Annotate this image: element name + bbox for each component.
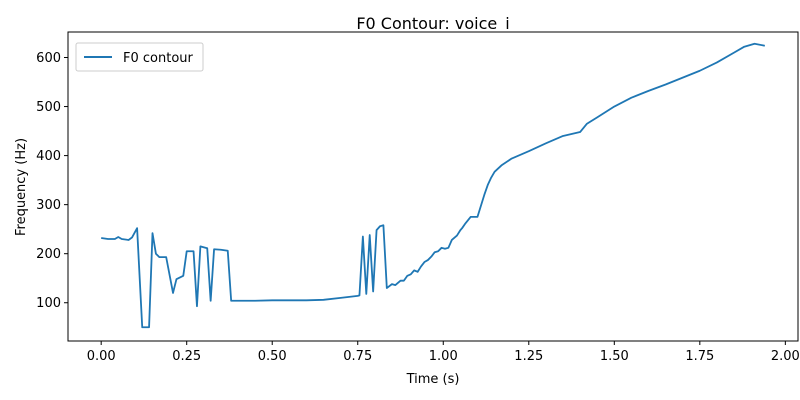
x-tick-label: 1.25: [514, 349, 543, 364]
legend-entry-label: F0 contour: [123, 51, 194, 66]
x-tick-label: 0.50: [258, 349, 287, 364]
legend: F0 contour: [75, 42, 204, 72]
y-tick-label: 500: [36, 100, 61, 115]
series-line-0: [101, 42, 765, 329]
series-layer: [101, 42, 765, 329]
plot-background: [68, 32, 798, 341]
x-tick-label: 1.00: [429, 349, 458, 364]
x-axis-label: Time (s): [406, 372, 460, 387]
y-axis-label: Frequency (Hz): [14, 138, 29, 236]
plot-area: [68, 32, 798, 341]
legend-box: [75, 42, 204, 72]
y-tick-label: 200: [36, 247, 61, 262]
y-tick-label: 100: [36, 296, 61, 311]
y-axis: 100 200 300 400 500 600: [36, 51, 68, 311]
y-tick-label: 300: [36, 198, 61, 213]
chart-title: F0 Contour: voice_i: [356, 14, 509, 34]
x-tick-label: 2.00: [771, 349, 800, 364]
plot-frame: [67, 31, 799, 342]
x-tick-label: 0.75: [343, 349, 372, 364]
x-tick-label: 1.50: [600, 349, 629, 364]
x-tick-label: 0.25: [172, 349, 201, 364]
y-tick-label: 400: [36, 149, 61, 164]
x-tick-label: 1.75: [685, 349, 714, 364]
x-tick-label: 0.00: [87, 349, 116, 364]
x-axis: 0.00 0.25 0.50 0.75 1.00 1.25 1.50 1.75 2.00: [87, 341, 800, 364]
y-tick-label: 600: [36, 51, 61, 66]
